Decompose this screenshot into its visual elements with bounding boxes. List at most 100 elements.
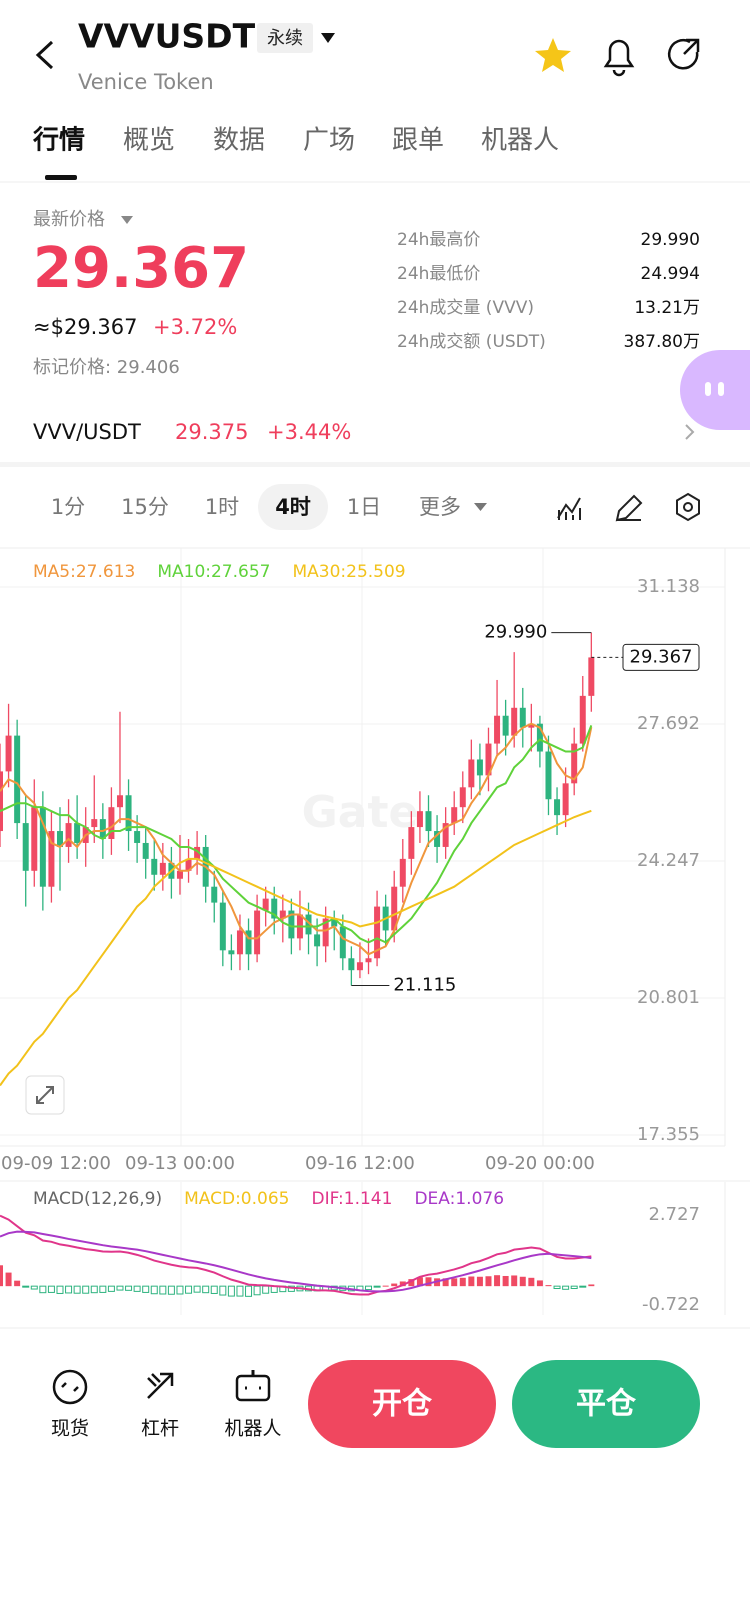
- stat-value: 387.80万: [624, 332, 700, 352]
- leverage-icon[interactable]: [147, 1372, 174, 1399]
- price-label: 最新价格: [33, 209, 105, 230]
- macd-bar: [451, 1278, 458, 1287]
- action-label[interactable]: 平仓: [576, 1387, 637, 1422]
- stat-label: 24h最高价: [397, 230, 480, 250]
- stat-label: 24h最低价: [397, 264, 480, 284]
- back-button[interactable]: [35, 40, 54, 70]
- candle-body: [65, 823, 72, 847]
- candle-body: [356, 962, 363, 971]
- macd-bar: [82, 1285, 90, 1294]
- candle-body: [279, 910, 286, 919]
- candle-body: [365, 958, 372, 963]
- tab[interactable]: 概览: [123, 126, 175, 156]
- symbol: VVVUSDT: [78, 17, 256, 56]
- macd-bar: [391, 1283, 398, 1287]
- candle-chart: 31.138 27.692 24.247 20.801 17.355 Gate 09-09 …: [0, 548, 726, 1174]
- candle-body: [48, 831, 55, 887]
- candle-body: [554, 799, 561, 816]
- stat-value: 13.21万: [634, 298, 700, 318]
- nav-label[interactable]: 机器人: [224, 1418, 281, 1440]
- candle-body: [348, 958, 355, 971]
- spot-icon[interactable]: [52, 1369, 88, 1405]
- legend-entry: DEA:1.076: [414, 1189, 504, 1209]
- candle-body: [562, 783, 569, 816]
- bubble-eye: [705, 382, 711, 396]
- macd-bar: [365, 1285, 373, 1291]
- action-button[interactable]: [512, 1360, 700, 1448]
- candle-body: [314, 934, 321, 947]
- action-button[interactable]: [308, 1360, 496, 1448]
- indicator-icon[interactable]: [557, 497, 581, 520]
- candle-body: [485, 743, 492, 776]
- macd-bar: [545, 1285, 552, 1287]
- tab[interactable]: 行情: [32, 125, 85, 156]
- candle-body: [459, 787, 466, 808]
- bubble-eye: [718, 382, 724, 396]
- divider: [0, 462, 750, 467]
- interval[interactable]: 4时: [275, 495, 311, 519]
- tab-indicator: [45, 175, 77, 180]
- candle-body: [408, 827, 415, 859]
- favorite[interactable]: [535, 38, 571, 72]
- macd-bar: [47, 1285, 55, 1293]
- legend-entry: MACD:0.065: [184, 1189, 289, 1209]
- candle-body: [322, 918, 329, 947]
- assistant-bubble[interactable]: [680, 350, 750, 430]
- interval[interactable]: 1分: [51, 495, 85, 519]
- macd-bar: [116, 1285, 124, 1291]
- legend-entry: MA30:25.509: [292, 562, 405, 582]
- watermark: Gate: [302, 787, 419, 838]
- y-tick-label: 20.801: [637, 987, 700, 1008]
- low-label: 21.115: [393, 975, 456, 996]
- candle-body: [399, 858, 406, 887]
- macd-bar: [167, 1285, 175, 1295]
- alert[interactable]: [603, 39, 635, 77]
- interval[interactable]: 更多: [419, 495, 461, 519]
- action-label[interactable]: 开仓: [372, 1387, 433, 1422]
- share[interactable]: [667, 38, 700, 70]
- interval[interactable]: 1日: [347, 495, 381, 519]
- ma-line: [0, 809, 592, 1087]
- change: +3.72%: [153, 315, 237, 339]
- nav-label[interactable]: 现货: [51, 1418, 89, 1440]
- candle-body: [134, 831, 141, 843]
- tab[interactable]: 广场: [303, 126, 355, 156]
- badge: 永续: [267, 28, 303, 49]
- dropdown[interactable]: [321, 33, 335, 43]
- dropdown[interactable]: [474, 503, 487, 511]
- tab[interactable]: 机器人: [481, 126, 559, 156]
- y-tick-label: 17.355: [637, 1124, 700, 1145]
- y-tick-label: -0.722: [642, 1294, 700, 1315]
- pair-name: VVV/USDT: [33, 420, 141, 444]
- macd-bar: [245, 1285, 253, 1297]
- tab[interactable]: 数据: [213, 126, 265, 156]
- macd-bar: [459, 1277, 466, 1287]
- macd-bar: [408, 1279, 415, 1287]
- candle-body: [391, 886, 398, 931]
- tab[interactable]: 跟单: [392, 126, 444, 156]
- candle-body: [91, 819, 98, 828]
- y-tick-label: 24.247: [637, 850, 700, 871]
- chevron[interactable]: [685, 424, 695, 440]
- macd-bar: [125, 1285, 133, 1291]
- x-tick-label: 09-13 00:00: [125, 1153, 235, 1174]
- macd-bar: [519, 1276, 526, 1287]
- ma-line: [0, 725, 593, 944]
- candle-body: [502, 715, 509, 736]
- macd-bar: [202, 1285, 210, 1294]
- candle-body: [185, 858, 192, 871]
- nav-label[interactable]: 杠杆: [141, 1418, 179, 1440]
- settings-icon[interactable]: [676, 492, 700, 522]
- macd-bar: [253, 1285, 261, 1296]
- macd-bar: [382, 1285, 389, 1287]
- macd-bar: [536, 1280, 543, 1287]
- pair-price: 29.375: [175, 420, 248, 444]
- interval[interactable]: 1时: [205, 495, 239, 519]
- dropdown[interactable]: [121, 216, 133, 224]
- last-price: 29.367: [33, 236, 249, 301]
- candle-body: [116, 795, 123, 808]
- interval[interactable]: 15分: [121, 495, 169, 519]
- macd-bar: [468, 1276, 475, 1287]
- draw-icon[interactable]: [615, 494, 643, 522]
- macd-bar: [588, 1284, 595, 1287]
